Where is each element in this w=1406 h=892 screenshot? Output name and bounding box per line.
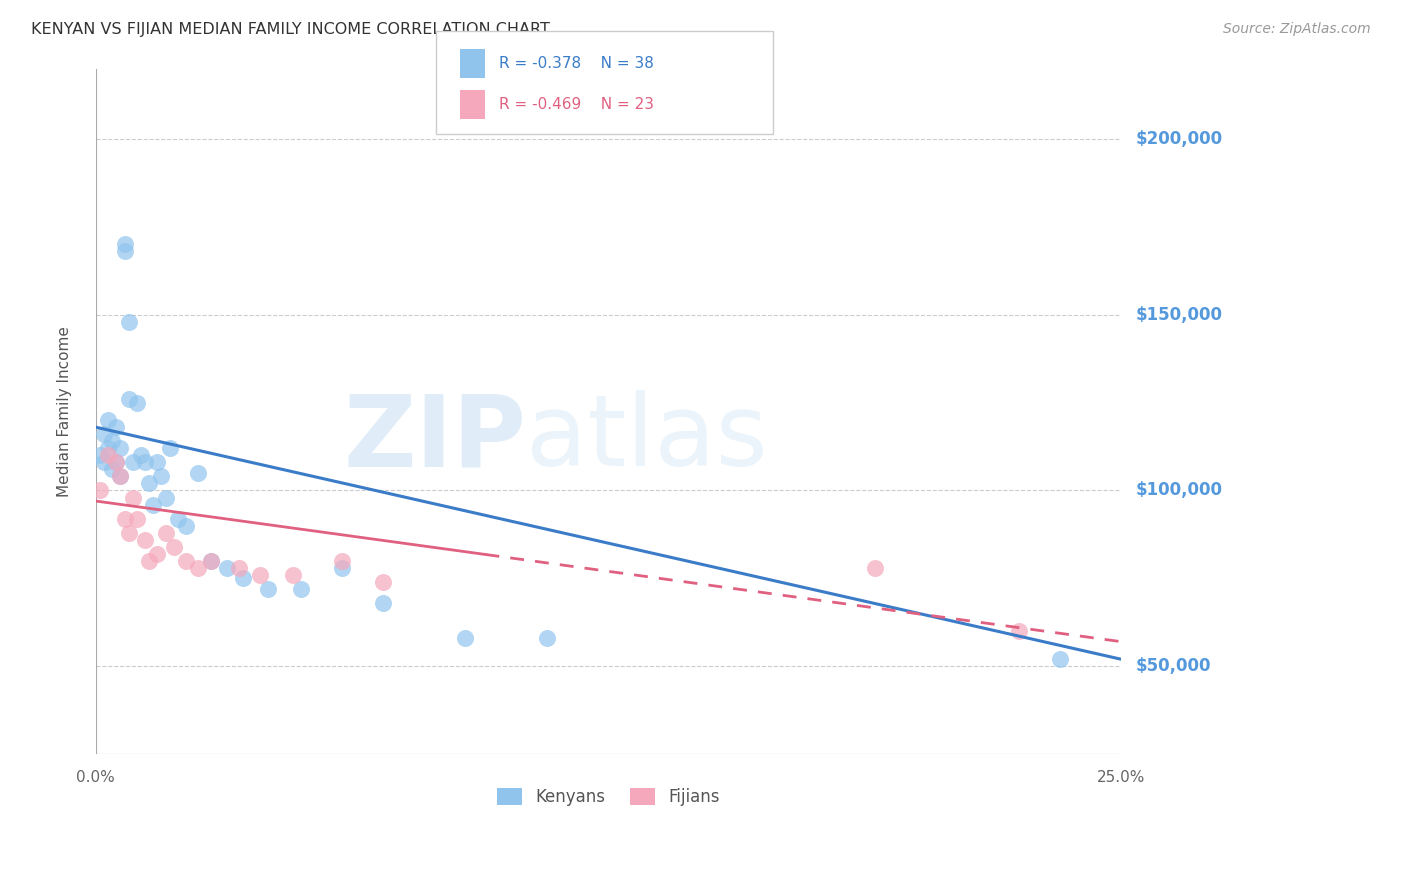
- Point: [150, 469, 173, 483]
- Point: [454, 631, 477, 645]
- Point: [117, 525, 139, 540]
- Point: [371, 596, 394, 610]
- Point: [166, 511, 188, 525]
- Point: [89, 448, 111, 462]
- Point: [93, 427, 115, 442]
- Point: [155, 525, 177, 540]
- Point: [200, 554, 222, 568]
- Point: [330, 554, 353, 568]
- Point: [249, 567, 271, 582]
- Point: [1049, 652, 1071, 666]
- Point: [129, 448, 152, 462]
- Text: $200,000: $200,000: [1135, 130, 1222, 148]
- Point: [174, 554, 197, 568]
- Y-axis label: Median Family Income: Median Family Income: [58, 326, 72, 497]
- Point: [105, 455, 128, 469]
- Text: R = -0.469    N = 23: R = -0.469 N = 23: [499, 97, 654, 112]
- Text: $100,000: $100,000: [1135, 482, 1222, 500]
- Point: [138, 476, 160, 491]
- Legend: Kenyans, Fijians: Kenyans, Fijians: [489, 780, 728, 814]
- Point: [863, 561, 886, 575]
- Point: [163, 540, 186, 554]
- Point: [330, 561, 353, 575]
- Point: [97, 413, 120, 427]
- Point: [134, 455, 156, 469]
- Point: [290, 582, 312, 596]
- Text: R = -0.378    N = 38: R = -0.378 N = 38: [499, 56, 654, 70]
- Point: [93, 455, 115, 469]
- Text: $150,000: $150,000: [1135, 306, 1222, 324]
- Point: [146, 455, 169, 469]
- Text: $50,000: $50,000: [1135, 657, 1211, 675]
- Point: [200, 554, 222, 568]
- Text: atlas: atlas: [526, 391, 768, 487]
- Point: [110, 469, 132, 483]
- Point: [187, 466, 209, 480]
- Point: [281, 567, 304, 582]
- Point: [117, 392, 139, 406]
- Point: [89, 483, 111, 498]
- Point: [97, 442, 120, 456]
- Point: [105, 420, 128, 434]
- Point: [101, 462, 124, 476]
- Point: [121, 491, 143, 505]
- Point: [146, 547, 169, 561]
- Point: [134, 533, 156, 547]
- Point: [114, 244, 136, 259]
- Point: [232, 571, 254, 585]
- Point: [97, 448, 120, 462]
- Point: [101, 434, 124, 449]
- Point: [215, 561, 238, 575]
- Point: [138, 554, 160, 568]
- Point: [114, 511, 136, 525]
- Point: [110, 469, 132, 483]
- Text: KENYAN VS FIJIAN MEDIAN FAMILY INCOME CORRELATION CHART: KENYAN VS FIJIAN MEDIAN FAMILY INCOME CO…: [31, 22, 550, 37]
- Text: Source: ZipAtlas.com: Source: ZipAtlas.com: [1223, 22, 1371, 37]
- Point: [155, 491, 177, 505]
- Text: ZIP: ZIP: [343, 391, 526, 487]
- Point: [142, 498, 165, 512]
- Point: [110, 442, 132, 456]
- Point: [117, 315, 139, 329]
- Point: [125, 511, 148, 525]
- Point: [536, 631, 558, 645]
- Point: [105, 455, 128, 469]
- Point: [1008, 624, 1031, 639]
- Point: [114, 237, 136, 252]
- Point: [228, 561, 250, 575]
- Point: [257, 582, 280, 596]
- Point: [174, 518, 197, 533]
- Point: [187, 561, 209, 575]
- Point: [159, 442, 181, 456]
- Point: [125, 395, 148, 409]
- Point: [371, 574, 394, 589]
- Point: [121, 455, 143, 469]
